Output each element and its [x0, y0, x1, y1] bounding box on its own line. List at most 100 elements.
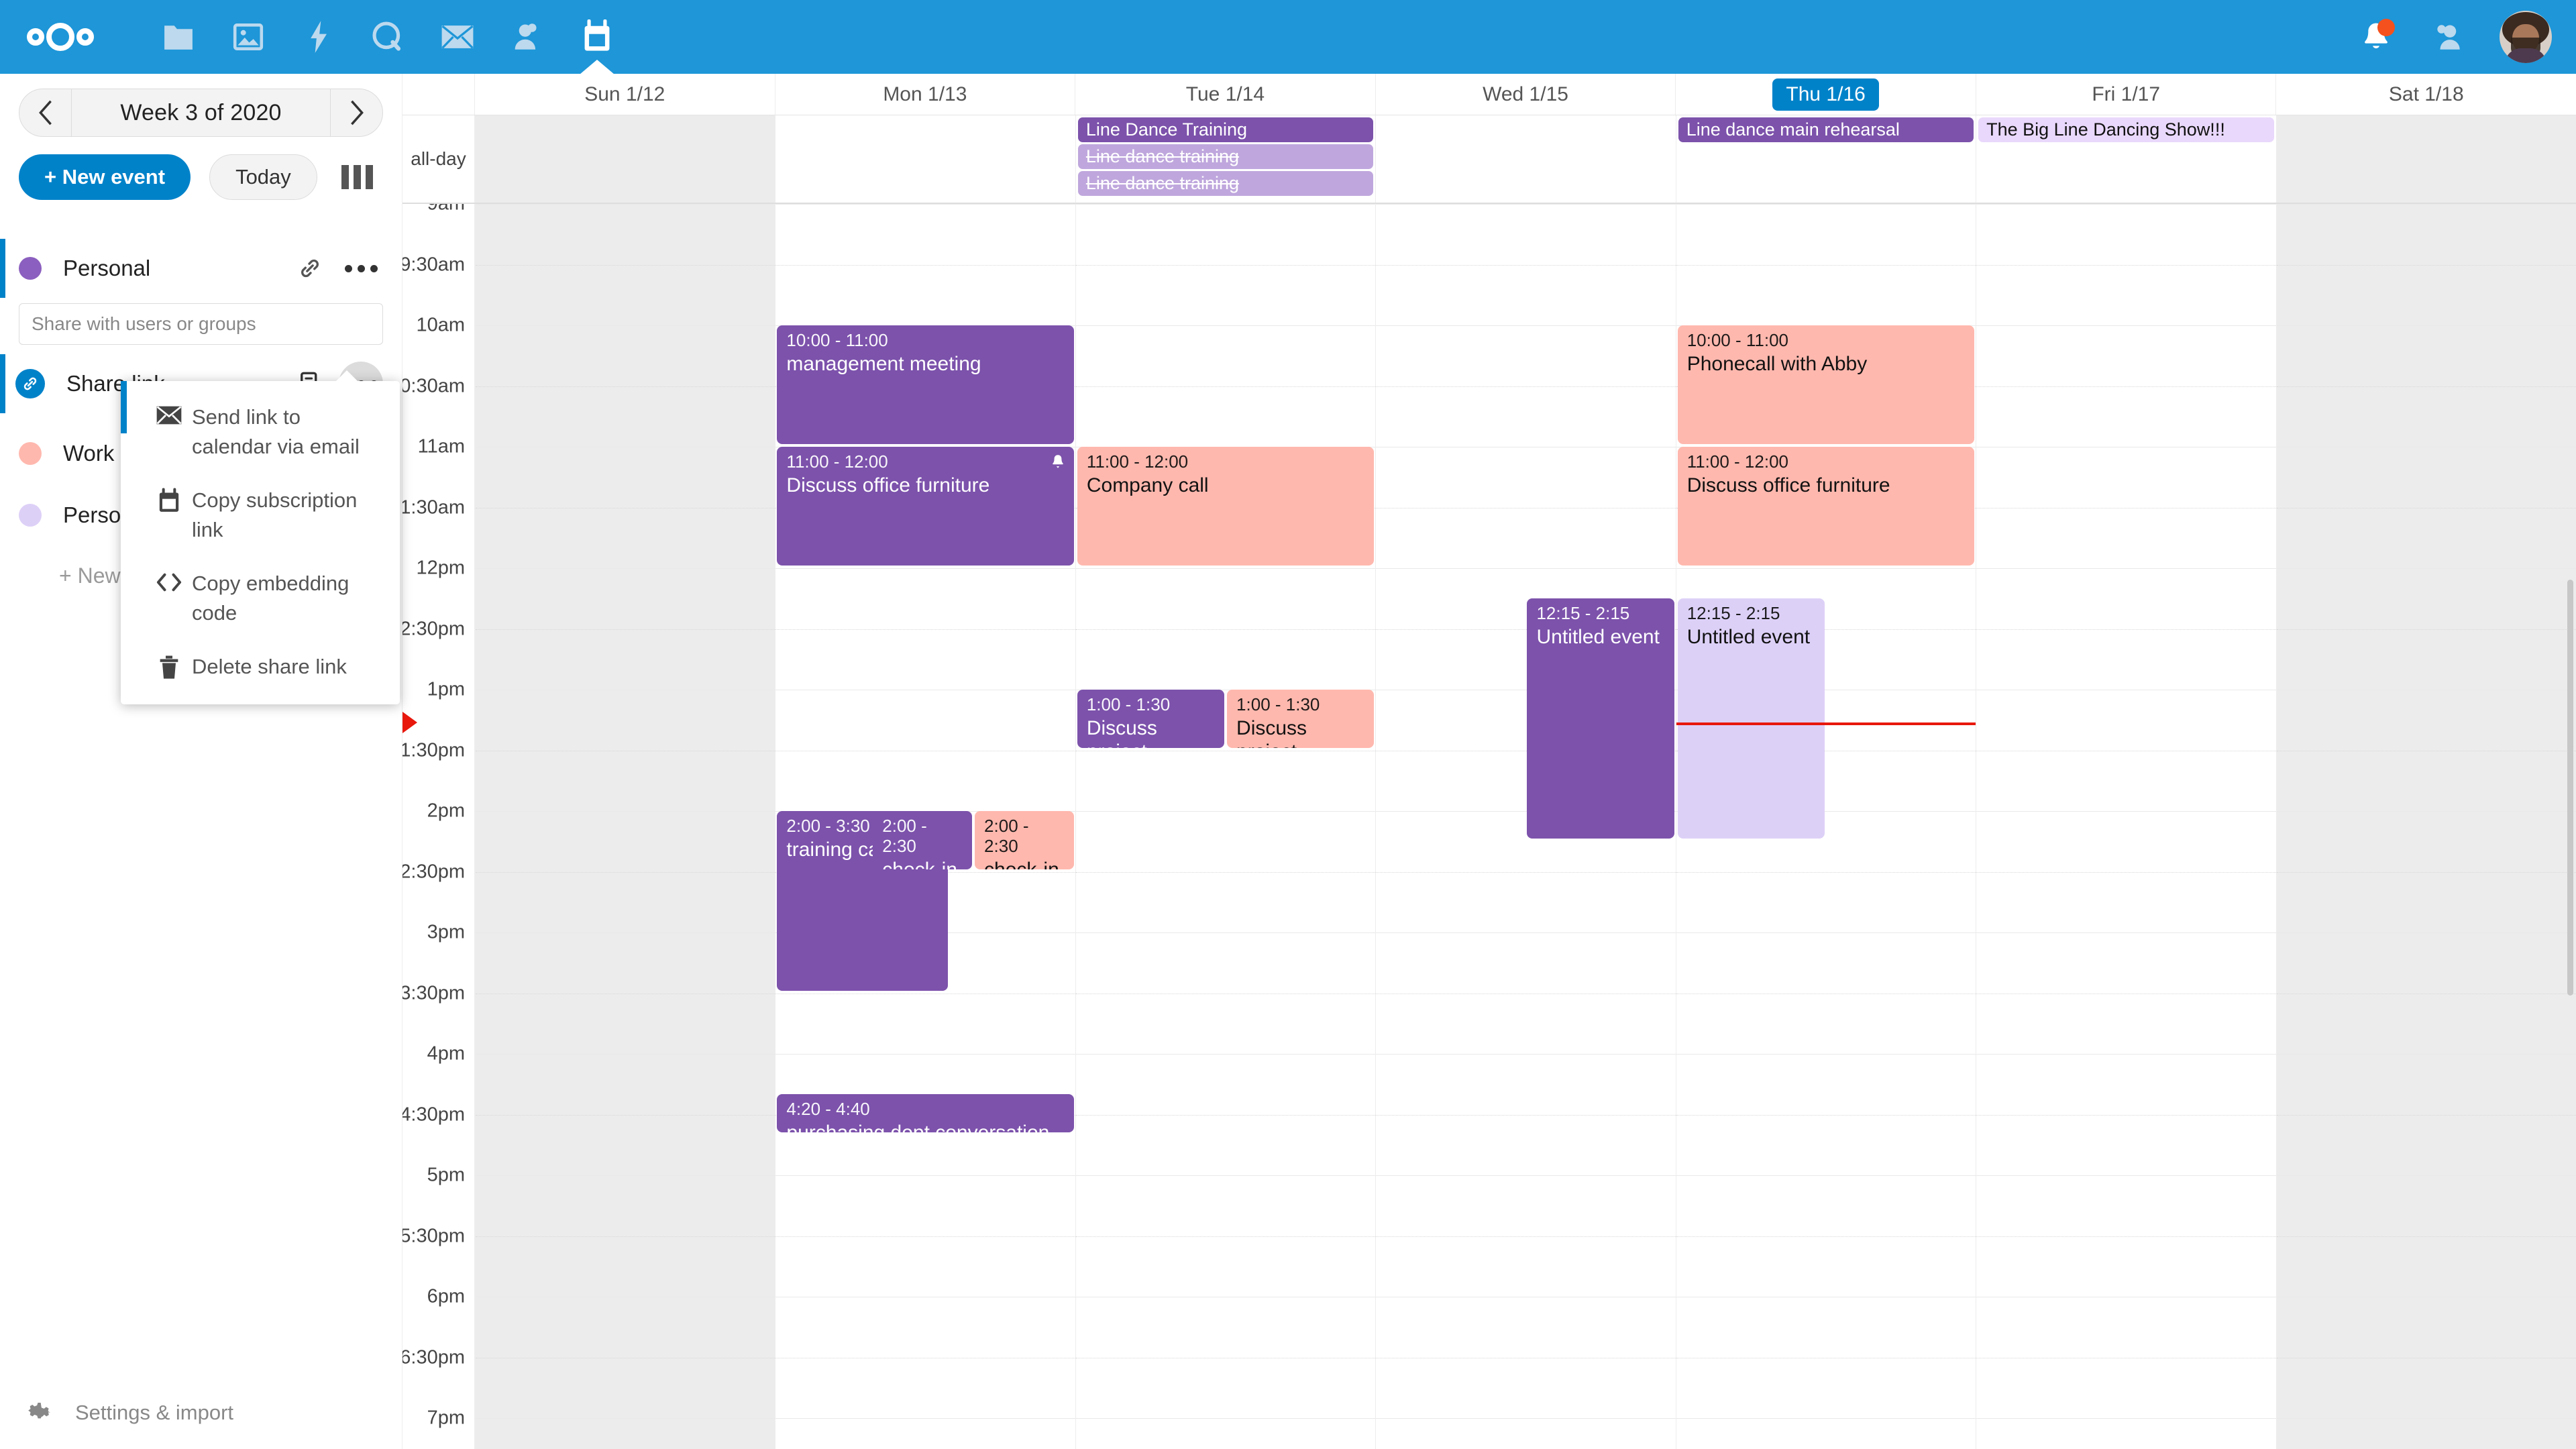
calendar-event[interactable]: 4:20 - 4:40 purchasing dept conversation	[777, 1094, 1074, 1132]
week-title[interactable]: Week 3 of 2020	[120, 99, 282, 125]
day-column-2[interactable]: 11:00 - 12:00 Company call 1:00 - 1:30 Disc…	[1075, 204, 1376, 1449]
calendar-event[interactable]: 11:00 - 12:00 Discuss office furniture	[1677, 447, 1975, 566]
day-header-0[interactable]: Sun 1/12	[584, 83, 665, 105]
event-time: 12:15 - 2:15	[1686, 603, 1780, 624]
menu-item-delete-share-link[interactable]: Delete share link	[121, 640, 400, 694]
vertical-scrollbar[interactable]	[2567, 580, 2573, 996]
next-week-button[interactable]	[330, 89, 382, 136]
week-view-toggle[interactable]	[341, 165, 373, 189]
all-day-event[interactable]: The Big Line Dancing Show!!!	[1978, 117, 2274, 142]
calendar-item-personal[interactable]: Personal	[0, 239, 402, 298]
share-with-users-input[interactable]: Share with users or groups	[19, 303, 383, 345]
menu-item-copy-subscription-link[interactable]: Copy subscription link	[121, 474, 400, 557]
day-column-1[interactable]: 10:00 - 11:00 management meeting 11:00 - 1…	[775, 204, 1075, 1449]
event-time: 10:00 - 11:00	[786, 330, 888, 350]
grid-line	[1676, 1054, 1976, 1055]
grid-line	[2276, 932, 2576, 933]
time-label: 9:30am	[402, 254, 465, 275]
prev-week-button[interactable]	[19, 89, 72, 136]
all-day-column-2[interactable]: Line Dance Training Line dance training Li…	[1075, 115, 1375, 203]
grid-line	[1376, 568, 1676, 569]
calendar-event[interactable]: 1:00 - 1:30 Discuss project announcement	[1077, 690, 1225, 748]
email-icon	[150, 402, 188, 426]
all-day-column-0[interactable]	[475, 115, 775, 203]
grid-line	[476, 932, 775, 933]
grid-line	[1376, 871, 1676, 873]
calendar-event[interactable]: 11:00 - 12:00 Company call	[1077, 447, 1375, 566]
new-event-button[interactable]: + New event	[19, 154, 191, 200]
app-nav	[144, 0, 632, 74]
day-header-3[interactable]: Wed 1/15	[1375, 74, 1676, 115]
menu-item-send-link-email[interactable]: Send link to calendar via email	[121, 390, 400, 474]
all-day-event[interactable]: Line dance training	[1077, 144, 1374, 169]
bell-icon[interactable]	[2340, 0, 2412, 74]
calendar-event[interactable]: 12:15 - 2:15 Untitled event	[1527, 598, 1674, 839]
menu-item-copy-embedding-code[interactable]: Copy embedding code	[121, 557, 400, 640]
day-column-0[interactable]	[475, 204, 775, 1449]
grid-line	[2276, 1418, 2576, 1419]
event-time: 2:00 - 3:30	[786, 816, 870, 836]
share-link-toggle-icon[interactable]	[288, 246, 332, 290]
event-time: 1:00 - 1:30	[1086, 694, 1171, 714]
calendar-event[interactable]: 10:00 - 11:00 Phonecall with Abby	[1677, 325, 1975, 444]
trash-icon	[150, 652, 188, 681]
calendar-event[interactable]: 1:00 - 1:30 Discuss project announcement	[1227, 690, 1375, 748]
calendar-event[interactable]: 11:00 - 12:00 Discuss office furniture	[777, 447, 1074, 566]
calendar-more-icon[interactable]	[339, 246, 383, 290]
day-header-1[interactable]: Mon 1/13	[774, 74, 1075, 115]
day-header-2[interactable]: Tue 1/14	[1075, 74, 1375, 115]
all-day-column-6[interactable]	[2275, 115, 2576, 203]
grid-line	[1075, 1054, 1376, 1055]
day-column-6[interactable]	[2275, 204, 2576, 1449]
time-label: 6pm	[427, 1285, 465, 1307]
calendar-event[interactable]: 10:00 - 11:00 management meeting	[777, 325, 1074, 444]
search-circle-icon[interactable]	[353, 0, 423, 74]
all-day-event[interactable]: Line Dance Training	[1077, 117, 1374, 142]
all-day-event[interactable]: Line dance main rehearsal	[1678, 117, 1974, 142]
grid-line	[1676, 1175, 1976, 1176]
all-day-column-5[interactable]: The Big Line Dancing Show!!!	[1976, 115, 2275, 203]
contacts-icon[interactable]	[492, 0, 562, 74]
event-time: 2:00 - 2:30	[882, 816, 927, 857]
grid-line	[775, 264, 1075, 266]
calendar-event[interactable]: 2:00 - 2:30 check-in	[873, 811, 973, 869]
all-day-column-3[interactable]	[1375, 115, 1675, 203]
all-day-column-4[interactable]: Line dance main rehearsal	[1675, 115, 1976, 203]
all-day-column-1[interactable]	[775, 115, 1075, 203]
grid-line	[476, 811, 775, 812]
contacts-menu-icon[interactable]	[2412, 0, 2485, 74]
day-column-5[interactable]	[1976, 204, 2276, 1449]
grid-line	[2276, 1054, 2576, 1055]
grid-line	[1075, 871, 1376, 873]
day-column-3[interactable]: 12:15 - 2:15 Untitled event	[1375, 204, 1676, 1449]
all-day-event[interactable]: Line dance training	[1077, 171, 1374, 196]
calendar-event[interactable]: 2:00 - 2:30 check-in	[975, 811, 1074, 869]
files-icon[interactable]	[144, 0, 213, 74]
menu-label: Copy subscription link	[192, 488, 358, 542]
grid-line	[476, 204, 775, 205]
calendar-icon[interactable]	[562, 0, 632, 74]
event-title: check-in	[882, 859, 964, 869]
grid-line	[775, 204, 1075, 205]
photos-icon[interactable]	[213, 0, 283, 74]
time-label: 1pm	[427, 678, 465, 700]
grid-line	[1376, 1114, 1676, 1116]
nextcloud-logo[interactable]	[25, 17, 95, 57]
grid-line	[476, 264, 775, 266]
grid-line	[1676, 264, 1976, 266]
day-header-4[interactable]: Thu 1/16	[1675, 74, 1976, 115]
day-header-5[interactable]: Fri 1/17	[1975, 74, 2276, 115]
time-label: 2:30pm	[402, 861, 465, 882]
day-column-4[interactable]: 12:15 - 2:15 Untitled event 10:00 - 11:00 P…	[1675, 204, 1976, 1449]
user-avatar[interactable]	[2500, 11, 2552, 63]
today-button[interactable]: Today	[209, 154, 317, 200]
grid-line	[476, 386, 775, 387]
alarm-bell-icon	[1050, 453, 1066, 474]
calendar-event[interactable]: 12:15 - 2:15 Untitled event	[1677, 598, 1825, 839]
time-label: 2pm	[427, 800, 465, 822]
event-time: 4:20 - 4:40	[786, 1099, 870, 1120]
day-header-6[interactable]: Sat 1/18	[2275, 74, 2576, 115]
activity-icon[interactable]	[283, 0, 353, 74]
settings-and-import-button[interactable]: Settings & import	[0, 1399, 402, 1426]
mail-icon[interactable]	[423, 0, 492, 74]
